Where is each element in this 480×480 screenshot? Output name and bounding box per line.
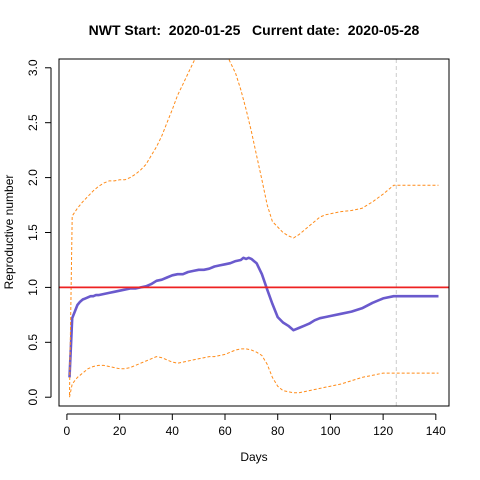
- x-tick-label: 20: [113, 424, 127, 438]
- plot-area: [59, 59, 449, 406]
- series-line-estimate: [68, 256, 439, 378]
- x-tick-label: 140: [426, 424, 446, 438]
- x-tick-label: 100: [320, 424, 340, 438]
- y-tick-label: 0.0: [26, 389, 40, 406]
- y-tick-label: 1.0: [26, 279, 40, 296]
- x-tick-label: 40: [166, 424, 180, 438]
- chart-title: NWT Start: 2020-01-25 Current date: 2020…: [89, 22, 420, 38]
- y-axis: 0.0 0.5 1.0 1.5 2.0 2.5 3.0: [26, 59, 52, 406]
- y-tick-label: 2.0: [26, 169, 40, 186]
- y-tick-label: 1.5: [26, 224, 40, 241]
- y-tick-label: 2.5: [26, 114, 40, 131]
- series-line-lower-bound: [69, 348, 439, 398]
- x-tick-label: 120: [373, 424, 393, 438]
- y-tick-label: 3.0: [26, 59, 40, 76]
- plot-frame: [58, 58, 450, 407]
- x-tick-label: 60: [218, 424, 232, 438]
- x-axis-label: Days: [240, 450, 267, 464]
- series-line-upper-bound: [69, 59, 439, 396]
- x-tick-label: 0: [64, 424, 71, 438]
- x-tick-label: 80: [271, 424, 285, 438]
- y-tick-label: 0.5: [26, 334, 40, 351]
- x-axis: 0 20 40 60 80 100 120 140: [64, 413, 446, 438]
- y-axis-label: Reproductive number: [2, 175, 16, 290]
